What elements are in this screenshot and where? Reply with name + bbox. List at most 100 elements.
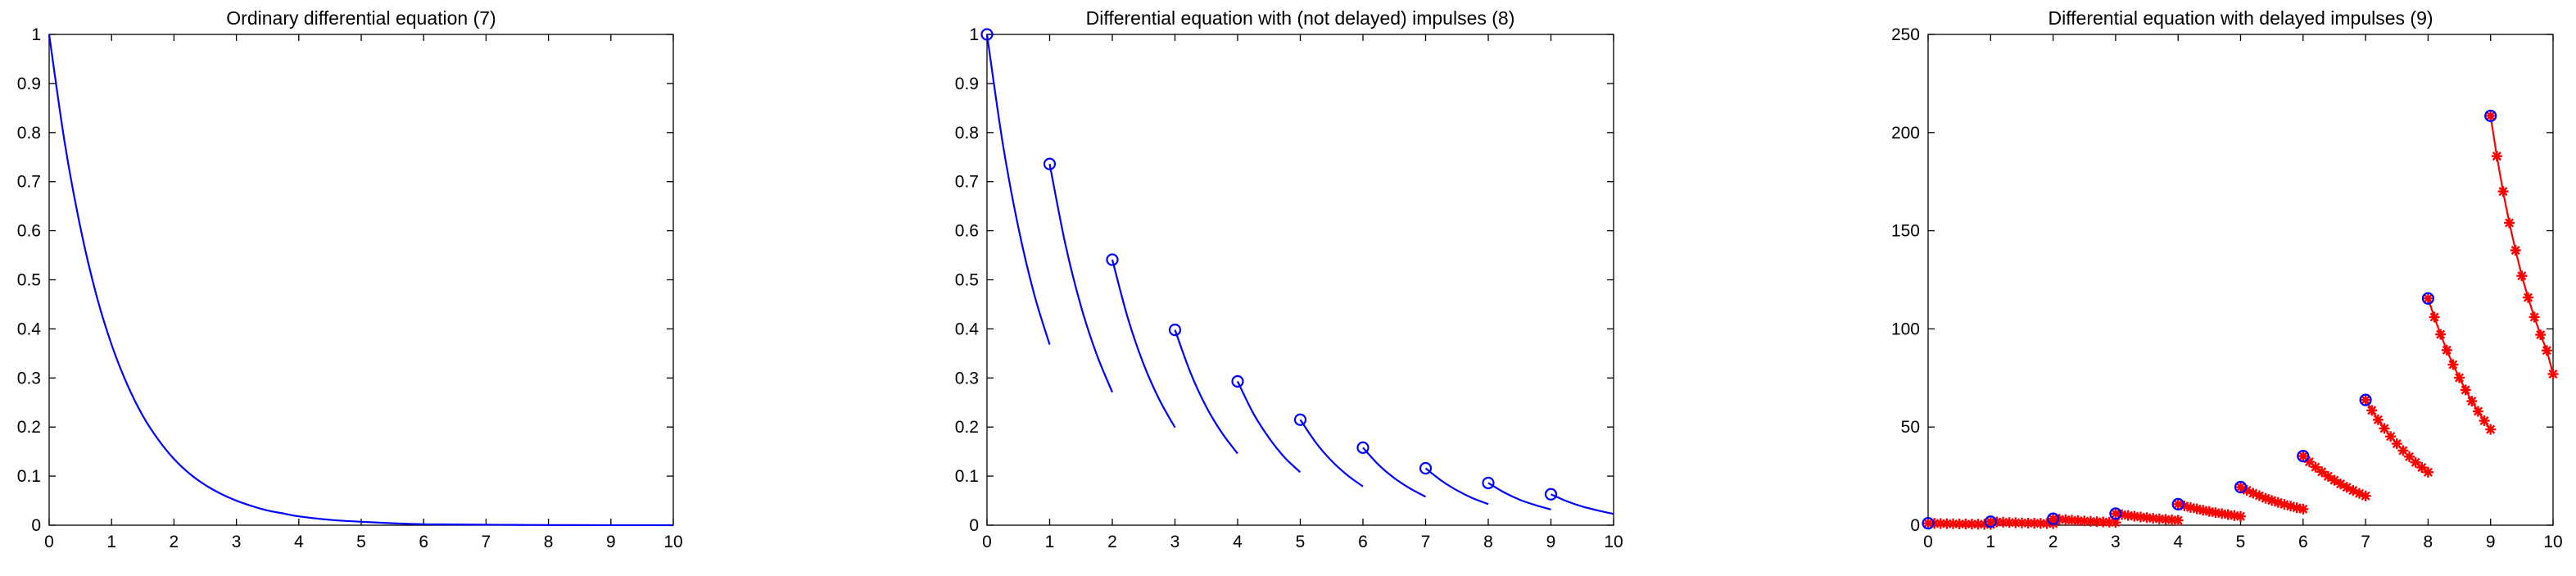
star-marker: [2422, 293, 2433, 304]
series-line-1: [1048, 163, 1114, 393]
circle-marker: [2234, 480, 2248, 494]
star-stroke: [2455, 373, 2465, 383]
star-stroke: [2342, 483, 2352, 492]
circle-marker: [1293, 413, 1307, 426]
star-marker: [2316, 466, 2328, 478]
y-tick-label: 0: [31, 516, 41, 535]
x-tick-label: 2: [2049, 533, 2058, 551]
circle-marker: [2421, 292, 2434, 305]
axes-box: [1927, 34, 2554, 526]
star-stroke: [2379, 424, 2389, 433]
star-stroke: [2267, 496, 2277, 506]
star-marker: [2235, 510, 2246, 522]
star-marker: [2360, 490, 2371, 501]
star-stroke: [2542, 346, 2551, 356]
y-tick-label: 200: [1891, 124, 1920, 143]
star-stroke: [2235, 511, 2246, 521]
star-stroke: [2429, 312, 2439, 322]
y-tick-label: 0: [1910, 516, 1920, 535]
star-marker: [2285, 501, 2297, 512]
star-marker: [2510, 245, 2521, 256]
y-tick-label: 0.7: [955, 173, 979, 192]
star-stroke: [2486, 111, 2496, 120]
star-stroke: [2367, 406, 2377, 415]
star-marker: [2372, 414, 2384, 425]
star-stroke: [2517, 271, 2527, 281]
star-marker: [2447, 359, 2459, 370]
circle-marker: [1106, 253, 1119, 266]
x-tick-label: 2: [1107, 533, 1117, 551]
star-stroke: [2461, 385, 2470, 395]
y-tick-label: 0.1: [955, 467, 979, 486]
star-stroke: [2404, 451, 2415, 461]
star-stroke: [2361, 491, 2370, 501]
star-stroke: [2386, 432, 2396, 442]
y-tick-label: 0.2: [17, 418, 41, 437]
star-stroke: [2505, 218, 2515, 228]
y-tick-label: 0.6: [17, 222, 41, 241]
y-tick-label: 0.4: [955, 320, 980, 338]
x-tick-label: 3: [2111, 533, 2121, 551]
star-stroke: [2311, 462, 2320, 472]
star-stroke: [2398, 446, 2408, 456]
star-marker: [2435, 329, 2447, 340]
star-stroke: [2373, 415, 2383, 424]
star-stroke: [2242, 485, 2252, 495]
chart-title: Ordinary differential equation (7): [226, 7, 496, 29]
series-line-7: [1424, 467, 1489, 506]
x-tick-label: 1: [1045, 533, 1055, 551]
axes-box: [48, 34, 674, 526]
star-marker: [2528, 311, 2540, 323]
star-stroke: [2467, 397, 2477, 406]
star-stroke: [2304, 457, 2314, 467]
star-stroke: [2479, 416, 2489, 426]
star-marker: [2491, 151, 2502, 162]
star-marker: [2479, 415, 2490, 427]
series-line-2: [1111, 259, 1176, 429]
y-tick-label: 0.2: [955, 418, 979, 437]
star-stroke: [2248, 488, 2258, 498]
star-stroke: [2411, 457, 2420, 467]
chart-panel-3: Differential equation with delayed impul…: [1891, 7, 2563, 551]
x-tick-label: 10: [1604, 533, 1623, 551]
chart-panel-2: Differential equation with (not delayed)…: [955, 7, 1623, 551]
y-tick-label: 0.7: [17, 173, 41, 192]
x-tick-label: 0: [1923, 533, 1933, 551]
star-stroke: [2329, 475, 2339, 485]
series-line-0: [985, 34, 1051, 345]
x-tick-label: 9: [606, 533, 616, 551]
star-stroke: [2548, 369, 2558, 379]
series-line-5: [1299, 419, 1364, 488]
star-stroke: [2436, 329, 2446, 339]
star-stroke: [2235, 482, 2246, 492]
star-stroke: [2279, 500, 2289, 510]
y-tick-label: 250: [1891, 25, 1920, 44]
x-tick-label: 3: [232, 533, 242, 551]
x-tick-label: 0: [44, 533, 54, 551]
series-line-9: [1551, 493, 1614, 515]
circle-marker: [1356, 441, 1369, 454]
circle-marker: [1168, 323, 1182, 337]
series-line-4: [1237, 381, 1302, 474]
x-tick-label: 9: [2486, 533, 2496, 551]
star-stroke: [2298, 451, 2308, 461]
circle-marker: [1984, 515, 1997, 528]
y-tick-label: 0.3: [17, 369, 41, 388]
star-marker: [2485, 424, 2497, 435]
star-marker: [2485, 110, 2497, 121]
y-tick-label: 0.4: [17, 320, 42, 338]
circle-marker: [1544, 488, 1558, 501]
star-marker: [2385, 431, 2397, 442]
star-marker: [2472, 406, 2483, 417]
y-tick-label: 0.9: [17, 75, 41, 93]
star-stroke: [2298, 504, 2308, 514]
x-tick-label: 7: [482, 533, 491, 551]
star-marker: [2198, 505, 2209, 516]
x-tick-label: 9: [1546, 533, 1556, 551]
chart-panel-1: Ordinary differential equation (7) 0 1 2 3 4 5…: [17, 7, 683, 551]
x-tick-label: 4: [1233, 533, 1243, 551]
y-tick-label: 0.8: [955, 124, 979, 143]
star-stroke: [2361, 395, 2370, 405]
circle-marker: [1419, 461, 1433, 475]
